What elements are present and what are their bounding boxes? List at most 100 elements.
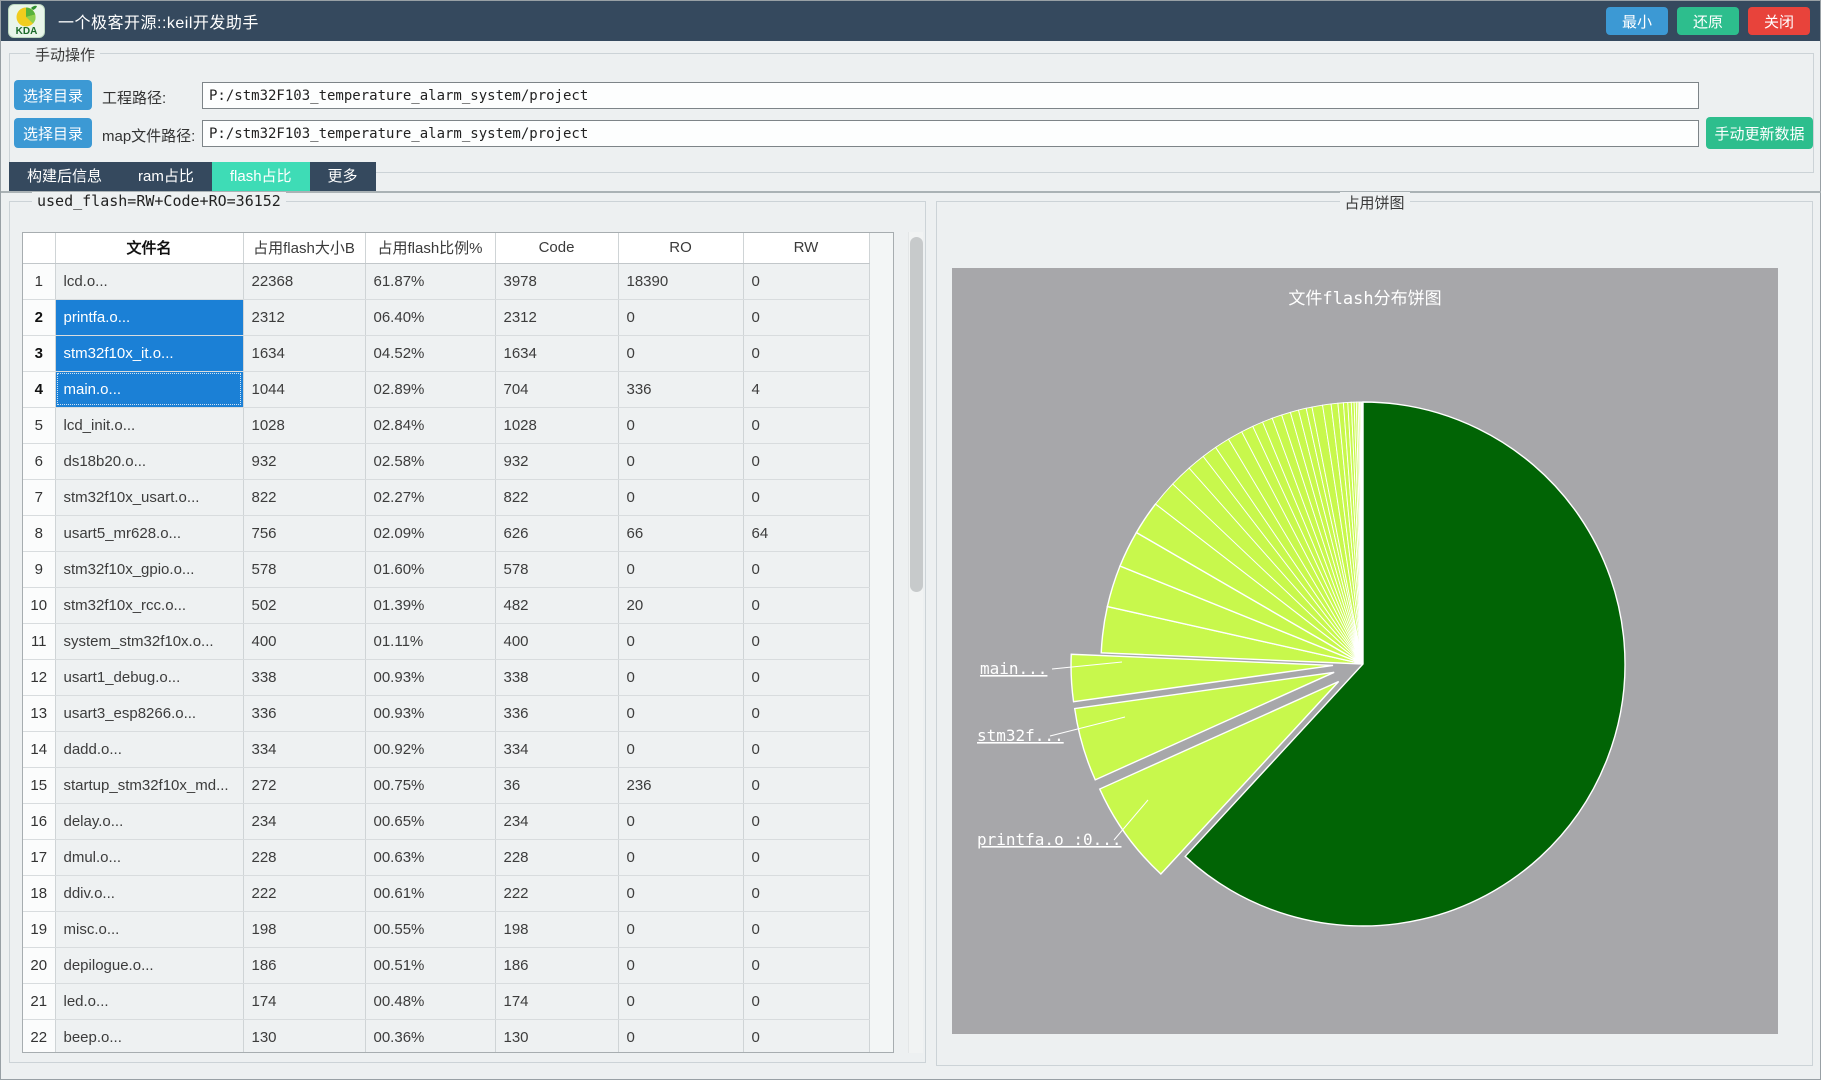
cell-row-number[interactable]: 15 bbox=[23, 767, 56, 804]
cell-rw[interactable]: 0 bbox=[743, 443, 870, 480]
table-vertical-scrollbar[interactable] bbox=[908, 232, 923, 1053]
cell-flash-size[interactable]: 22368 bbox=[243, 263, 366, 300]
column-header-rw[interactable]: RW bbox=[743, 233, 870, 264]
pie-slice-printfa.o[interactable] bbox=[1098, 680, 1340, 875]
cell-filename[interactable]: usart1_debug.o... bbox=[55, 659, 244, 696]
cell-rw[interactable]: 0 bbox=[743, 299, 870, 336]
project-path-input[interactable] bbox=[202, 82, 1699, 109]
cell-rw[interactable]: 0 bbox=[743, 839, 870, 876]
cell-ro[interactable]: 66 bbox=[618, 515, 744, 552]
cell-flash-percent[interactable]: 00.51% bbox=[365, 947, 496, 984]
cell-rw[interactable]: 0 bbox=[743, 587, 870, 624]
cell-code[interactable]: 578 bbox=[495, 551, 619, 588]
cell-filename[interactable]: stm32f10x_it.o... bbox=[55, 335, 244, 372]
cell-row-number[interactable]: 8 bbox=[23, 515, 56, 552]
select-map-dir-button[interactable]: 选择目录 bbox=[14, 118, 92, 148]
cell-rw[interactable]: 0 bbox=[743, 875, 870, 912]
cell-ro[interactable]: 0 bbox=[618, 731, 744, 768]
cell-flash-size[interactable]: 2312 bbox=[243, 299, 366, 336]
cell-rw[interactable]: 0 bbox=[743, 659, 870, 696]
cell-filename[interactable]: dadd.o... bbox=[55, 731, 244, 768]
minimize-button[interactable]: 最小 bbox=[1606, 7, 1668, 35]
cell-filename[interactable]: usart5_mr628.o... bbox=[55, 515, 244, 552]
cell-row-number[interactable]: 20 bbox=[23, 947, 56, 984]
cell-code[interactable]: 1634 bbox=[495, 335, 619, 372]
cell-flash-size[interactable]: 502 bbox=[243, 587, 366, 624]
cell-code[interactable]: 334 bbox=[495, 731, 619, 768]
pie-slice-other-14[interactable] bbox=[1361, 401, 1364, 665]
cell-flash-size[interactable]: 1634 bbox=[243, 335, 366, 372]
cell-rw[interactable]: 0 bbox=[743, 263, 870, 300]
cell-flash-size[interactable]: 932 bbox=[243, 443, 366, 480]
cell-rw[interactable]: 4 bbox=[743, 371, 870, 408]
cell-row-number[interactable]: 14 bbox=[23, 731, 56, 768]
cell-row-number[interactable]: 3 bbox=[23, 335, 56, 372]
cell-flash-percent[interactable]: 00.92% bbox=[365, 731, 496, 768]
column-header-file[interactable]: 文件名 bbox=[55, 233, 244, 264]
cell-ro[interactable]: 0 bbox=[618, 1019, 744, 1052]
cell-ro[interactable]: 0 bbox=[618, 947, 744, 984]
cell-ro[interactable]: 0 bbox=[618, 551, 744, 588]
cell-ro[interactable]: 0 bbox=[618, 911, 744, 948]
cell-row-number[interactable]: 18 bbox=[23, 875, 56, 912]
restore-button[interactable]: 还原 bbox=[1677, 7, 1739, 35]
cell-flash-percent[interactable]: 61.87% bbox=[365, 263, 496, 300]
cell-rw[interactable]: 0 bbox=[743, 731, 870, 768]
cell-flash-size[interactable]: 130 bbox=[243, 1019, 366, 1052]
tab-build-info[interactable]: 构建后信息 bbox=[9, 162, 121, 191]
cell-rw[interactable]: 0 bbox=[743, 479, 870, 516]
cell-filename[interactable]: ds18b20.o... bbox=[55, 443, 244, 480]
cell-flash-percent[interactable]: 06.40% bbox=[365, 299, 496, 336]
cell-code[interactable]: 338 bbox=[495, 659, 619, 696]
cell-code[interactable]: 3978 bbox=[495, 263, 619, 300]
tab-ram[interactable]: ram占比 bbox=[120, 162, 212, 191]
cell-code[interactable]: 1028 bbox=[495, 407, 619, 444]
cell-flash-size[interactable]: 336 bbox=[243, 695, 366, 732]
cell-row-number[interactable]: 22 bbox=[23, 1019, 56, 1052]
column-header-size[interactable]: 占用flash大小B bbox=[243, 233, 366, 264]
cell-filename[interactable]: lcd_init.o... bbox=[55, 407, 244, 444]
cell-filename[interactable]: system_stm32f10x.o... bbox=[55, 623, 244, 660]
cell-ro[interactable]: 20 bbox=[618, 587, 744, 624]
cell-flash-size[interactable]: 174 bbox=[243, 983, 366, 1020]
cell-row-number[interactable]: 7 bbox=[23, 479, 56, 516]
pie-slice-lcd.o[interactable] bbox=[1184, 401, 1626, 927]
cell-ro[interactable]: 0 bbox=[618, 299, 744, 336]
cell-rw[interactable]: 0 bbox=[743, 911, 870, 948]
cell-code[interactable]: 222 bbox=[495, 875, 619, 912]
cell-rw[interactable]: 0 bbox=[743, 983, 870, 1020]
cell-ro[interactable]: 0 bbox=[618, 623, 744, 660]
pie-slice-main.o[interactable] bbox=[1070, 653, 1334, 703]
cell-row-number[interactable]: 13 bbox=[23, 695, 56, 732]
cell-flash-size[interactable]: 756 bbox=[243, 515, 366, 552]
cell-flash-percent[interactable]: 02.09% bbox=[365, 515, 496, 552]
tab-more[interactable]: 更多 bbox=[309, 162, 376, 191]
cell-code[interactable]: 228 bbox=[495, 839, 619, 876]
cell-ro[interactable]: 0 bbox=[618, 407, 744, 444]
cell-row-number[interactable]: 2 bbox=[23, 299, 56, 336]
cell-flash-size[interactable]: 338 bbox=[243, 659, 366, 696]
cell-flash-percent[interactable]: 02.84% bbox=[365, 407, 496, 444]
cell-flash-percent[interactable]: 01.39% bbox=[365, 587, 496, 624]
cell-rw[interactable]: 0 bbox=[743, 551, 870, 588]
cell-row-number[interactable]: 1 bbox=[23, 263, 56, 300]
cell-code[interactable]: 36 bbox=[495, 767, 619, 804]
cell-filename[interactable]: startup_stm32f10x_md... bbox=[55, 767, 244, 804]
cell-row-number[interactable]: 12 bbox=[23, 659, 56, 696]
cell-ro[interactable]: 0 bbox=[618, 479, 744, 516]
cell-code[interactable]: 336 bbox=[495, 695, 619, 732]
cell-row-number[interactable]: 4 bbox=[23, 371, 56, 408]
cell-flash-percent[interactable]: 00.48% bbox=[365, 983, 496, 1020]
cell-row-number[interactable]: 9 bbox=[23, 551, 56, 588]
cell-filename[interactable]: stm32f10x_usart.o... bbox=[55, 479, 244, 516]
cell-filename[interactable]: beep.o... bbox=[55, 1019, 244, 1052]
map-path-input[interactable] bbox=[202, 120, 1699, 147]
cell-flash-percent[interactable]: 00.75% bbox=[365, 767, 496, 804]
cell-code[interactable]: 482 bbox=[495, 587, 619, 624]
cell-flash-size[interactable]: 822 bbox=[243, 479, 366, 516]
cell-ro[interactable]: 0 bbox=[618, 839, 744, 876]
cell-row-number[interactable]: 6 bbox=[23, 443, 56, 480]
close-button[interactable]: 关闭 bbox=[1748, 7, 1810, 35]
scrollbar-thumb[interactable] bbox=[910, 237, 923, 592]
cell-flash-percent[interactable]: 00.61% bbox=[365, 875, 496, 912]
